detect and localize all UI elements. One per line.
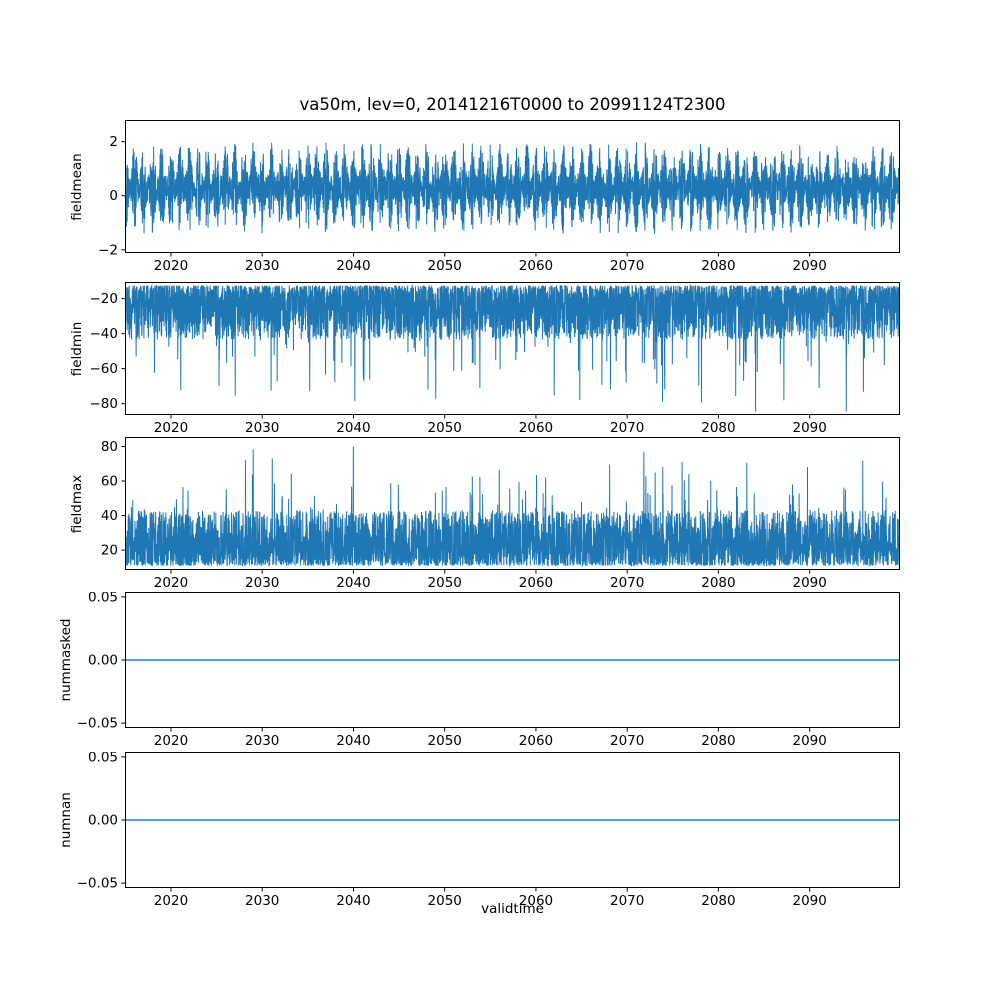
y-tick-label: 80 [101,439,118,455]
x-tick-label: 2070 [610,420,644,436]
x-tick-label: 2030 [245,575,279,591]
x-tick-label: 2060 [519,420,553,436]
x-tick-label: 2070 [610,575,644,591]
y-tick-label: 60 [101,474,118,490]
y-tick-label: −60 [90,361,119,377]
x-tick-label: 2090 [792,258,826,274]
x-axis-label: validtime [481,901,544,917]
subplot-numnan: numnan 2020 2030 2040 2050 2060 2070 2080 2090−… [0,752,1000,914]
axes-border [125,282,900,415]
y-tick-label: −0.05 [77,716,118,732]
y-tick-label: −20 [90,291,119,307]
x-tick-label: 2040 [336,893,370,909]
x-tick-label: 2040 [336,420,370,436]
y-tick-label: 0.05 [88,752,118,765]
subplot-nummasked: nummasked 2020 2030 2040 2050 2060 2070 2080 20… [0,592,1000,754]
x-tick-label: 2060 [519,258,553,274]
y-tick-label: −2 [98,242,118,258]
plot-area-fieldmean: 2020 2030 2040 2050 2060 2070 2080 2090 −2 0 2 [98,120,900,274]
x-tick-label: 2050 [428,258,462,274]
x-tick-label: 2090 [792,733,826,749]
plot-area-nummasked: 2020 2030 2040 2050 2060 2070 2080 2090 −0.05 0.0… [77,592,900,749]
x-tick-label: 2020 [154,575,188,591]
x-tick-label: 2020 [154,258,188,274]
x-tick-label: 2050 [428,893,462,909]
plot-area-numnan: 2020 2030 2040 2050 2060 2070 2080 2090 −0.05 0.0… [77,752,900,909]
y-tick-label: 0.00 [88,813,118,829]
x-tick-label: 2040 [336,733,370,749]
x-tick-label: 2080 [701,258,735,274]
x-tick-label: 2030 [245,258,279,274]
x-tick-label: 2030 [245,733,279,749]
y-tick-label: 20 [101,543,118,559]
x-tick-label: 2090 [792,893,826,909]
x-tick-label: 2070 [610,733,644,749]
x-tick-label: 2070 [610,893,644,909]
subplot-fieldmean: fieldmean 2020 2030 2040 2050 2060 2070 2080 20… [0,120,1000,279]
x-tick-label: 2050 [428,575,462,591]
figure-title: va50m, lev=0, 20141216T0000 to 20991124T… [299,95,726,114]
axes-border [125,120,900,253]
x-tick-label: 2040 [336,258,370,274]
x-tick-label: 2080 [701,733,735,749]
x-tick-label: 2080 [701,575,735,591]
y-tick-label: 0.00 [88,653,118,669]
x-tick-label: 2090 [792,575,826,591]
axes-border [125,437,900,570]
x-tick-label: 2080 [701,893,735,909]
x-tick-label: 2030 [245,893,279,909]
x-tick-label: 2050 [428,420,462,436]
x-tick-label: 2080 [701,420,735,436]
x-tick-label: 2060 [519,893,553,909]
y-tick-label: 40 [101,508,118,524]
y-tick-label: −80 [90,396,119,412]
y-tick-label: 2 [109,134,118,150]
x-tick-label: 2020 [154,420,188,436]
series-line-fieldmean [125,142,900,234]
subplot-fieldmin: fieldmin 2020 2030 2040 2050 2060 2070 2080 209… [0,282,1000,441]
series-line-fieldmin [125,283,900,412]
x-tick-label: 2050 [428,733,462,749]
y-tick-label: −0.05 [77,876,118,892]
plot-area-fieldmin: 2020 2030 2040 2050 2060 2070 2080 2090 −20 −40 −6… [90,282,900,436]
subplot-fieldmax: fieldmax 2020 2030 2040 2050 2060 2070 2080 209… [0,437,1000,596]
x-tick-label: 2020 [154,733,188,749]
x-tick-label: 2060 [519,575,553,591]
x-tick-label: 2020 [154,893,188,909]
y-tick-label: 0.05 [88,592,118,605]
axes-border [125,592,900,728]
x-tick-label: 2060 [519,733,553,749]
x-tick-label: 2030 [245,420,279,436]
y-tick-label: 0 [109,188,118,204]
x-tick-label: 2070 [610,258,644,274]
axes-border [125,752,900,888]
y-tick-label: −40 [90,326,119,342]
x-tick-label: 2040 [336,575,370,591]
series-line-fieldmax [125,446,900,568]
x-tick-label: 2090 [792,420,826,436]
